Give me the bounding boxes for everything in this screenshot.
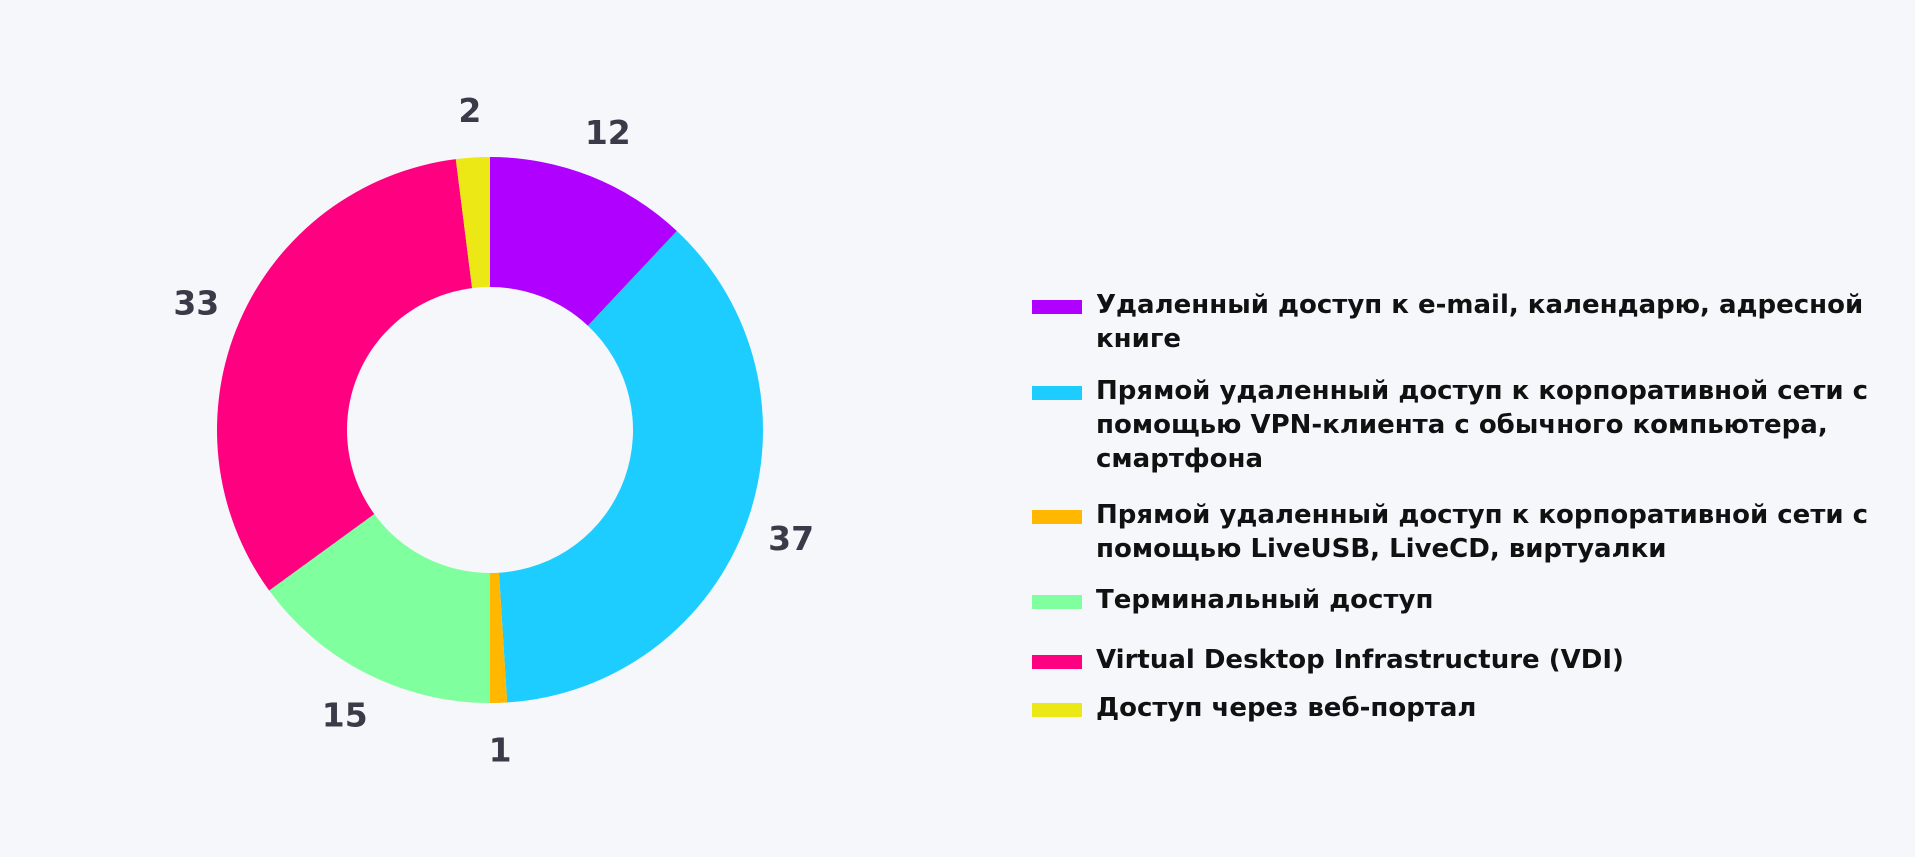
data-label-web-portal: 2 (458, 91, 481, 130)
legend-label-web-portal: Доступ через веб-портал (1096, 693, 1477, 723)
donut-slice-terminal (269, 514, 490, 703)
legend-swatch-vdi (1032, 655, 1082, 669)
legend-label-terminal: Терминальный доступ (1096, 585, 1434, 615)
donut-chart: 12 37 1 15 33 2 (173, 91, 814, 769)
legend-swatch-vpn (1032, 386, 1082, 400)
data-label-email: 12 (585, 113, 631, 152)
legend-swatch-email (1032, 300, 1082, 314)
legend-swatch-web-portal (1032, 703, 1082, 717)
legend-label-vpn: Прямой удаленный доступ к корпоративной … (1096, 376, 1869, 474)
donut-slice-email (490, 157, 677, 326)
donut-slice-vdi (216, 159, 473, 591)
legend-label-liveusb: Прямой удаленный доступ к корпоративной … (1096, 500, 1869, 564)
legend-label-vdi: Virtual Desktop Infrastructure (VDI) (1096, 645, 1624, 675)
data-label-vdi: 33 (173, 283, 219, 322)
donut-chart-svg: 12 37 1 15 33 2 (173, 91, 814, 769)
data-label-terminal: 15 (322, 696, 368, 735)
legend-label-email: Удаленный доступ к e-mail, календарю, ад… (1096, 290, 1864, 354)
legend-swatch-liveusb (1032, 510, 1082, 524)
donut-slice-liveusb (490, 572, 508, 703)
legend-swatch-terminal (1032, 595, 1082, 609)
data-label-vpn: 37 (768, 519, 814, 558)
data-label-liveusb: 1 (489, 730, 512, 769)
donut-slice-web-portal (455, 157, 490, 289)
donut-slice-vpn (498, 230, 763, 703)
